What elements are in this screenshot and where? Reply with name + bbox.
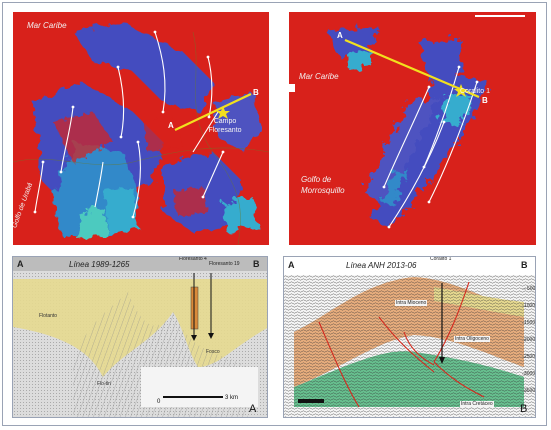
point-a-label: A xyxy=(337,31,343,40)
flank-label: Flotanto xyxy=(39,313,58,319)
right-end-label: B xyxy=(521,260,528,270)
scale-km: 3 km xyxy=(225,395,239,401)
depth-tick: 500 xyxy=(527,286,536,292)
depth-tick: 1500 xyxy=(524,320,536,326)
horizon-label-3: Intra Cretáceo xyxy=(460,401,494,407)
well-label: Coralito 1 xyxy=(460,88,490,95)
depth-tick: 1000 xyxy=(524,303,536,309)
point-a-label: A xyxy=(168,121,174,130)
well-2-label: Floresanto 19 xyxy=(209,261,240,267)
section-left-graphic xyxy=(13,257,267,417)
depth-tick: 2000 xyxy=(524,337,536,343)
well-1-label: Floresanto 4 xyxy=(179,256,207,262)
horizon-label-1: Intra Mioceno xyxy=(395,300,428,306)
section-title: Línea ANH 2013-06 xyxy=(346,261,417,270)
depth-tick: 3000 xyxy=(524,371,536,377)
panel-letter: B xyxy=(520,403,528,415)
section-right: A Línea ANH 2013-06 B Coralito 1 Intra M… xyxy=(283,256,536,418)
panel-letter: A xyxy=(249,403,257,415)
core-label: Fosco xyxy=(206,349,220,355)
figure-frame xyxy=(2,2,547,426)
scale-bar xyxy=(298,399,324,403)
section-right-graphic xyxy=(284,275,535,417)
sea-label: Mar Caribe xyxy=(27,21,67,30)
section-left: A Línea 1989-1265 B Floresanto 4 Floresa… xyxy=(12,256,268,418)
point-b-label: B xyxy=(253,88,259,97)
point-b-label: B xyxy=(482,96,488,105)
left-end-label: A xyxy=(288,260,295,270)
left-end-label: A xyxy=(17,259,24,269)
well-label: Coralito 1 xyxy=(430,256,452,262)
map-right: Mar Caribe Golfo de Morrosquillo Coralit… xyxy=(289,12,536,245)
depth-tick: 2500 xyxy=(524,354,536,360)
gulf-label: Golfo de Morrosquillo xyxy=(301,175,345,195)
map-right-graphic xyxy=(289,15,525,229)
map-left: Mar Caribe Golfo de Urabá Campo Floresan… xyxy=(13,12,269,245)
horizon-label-2: Intra Oligoceno xyxy=(454,336,490,342)
depth-tick: 3500 xyxy=(524,388,536,394)
section-title: Línea 1989-1265 xyxy=(69,260,130,269)
base-label: Flo-tin xyxy=(97,381,111,387)
scale-zero: 0 xyxy=(157,399,161,405)
map-left-graphic xyxy=(13,22,269,245)
fault-line xyxy=(318,321,360,408)
campo-label: Campo Floresanto xyxy=(208,118,242,134)
profile-line-left xyxy=(174,93,252,131)
sea-label: Mar Caribe xyxy=(299,72,339,81)
right-end-label: B xyxy=(253,259,260,269)
profile-line-right xyxy=(344,38,480,99)
